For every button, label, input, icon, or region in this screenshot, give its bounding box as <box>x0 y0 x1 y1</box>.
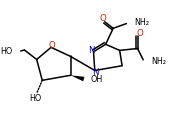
Text: O: O <box>49 41 55 50</box>
Text: N: N <box>88 46 95 55</box>
Text: N: N <box>93 68 99 77</box>
Text: HO: HO <box>0 47 12 56</box>
Text: O: O <box>99 14 106 23</box>
Text: NH₂: NH₂ <box>134 18 149 27</box>
Text: OH: OH <box>90 74 103 84</box>
Text: NH₂: NH₂ <box>152 57 167 66</box>
Text: HO: HO <box>30 94 42 103</box>
Text: O: O <box>137 29 144 38</box>
Polygon shape <box>71 75 84 81</box>
